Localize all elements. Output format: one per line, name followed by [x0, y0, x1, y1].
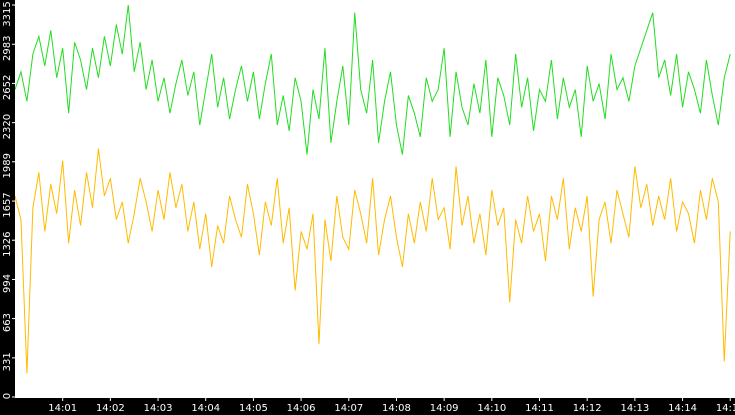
x-tick-label: 14:10 — [477, 403, 506, 414]
x-tick-label: 14:13 — [620, 403, 649, 414]
x-tick-label: 14:02 — [96, 403, 125, 414]
x-tick-label: 14:09 — [430, 403, 459, 414]
x-tick-label: 14:03 — [144, 403, 173, 414]
y-tick-label: 1326 — [2, 231, 13, 256]
x-tick-label: 14:04 — [191, 403, 220, 414]
x-tick-label: 14:15 — [716, 403, 735, 414]
x-tick-label: 14:07 — [334, 403, 363, 414]
x-tick-label: 14:14 — [668, 403, 697, 414]
y-tick-label: 2652 — [2, 75, 13, 100]
y-tick-label: 2320 — [2, 114, 13, 139]
y-tick-label: 0 — [2, 393, 13, 399]
y-axis-strip — [0, 0, 15, 415]
x-tick-label: 14:05 — [239, 403, 268, 414]
y-tick-label: 663 — [2, 313, 13, 332]
y-tick-label: 3315 — [2, 1, 13, 26]
x-axis-strip — [0, 398, 735, 415]
y-tick-label: 331 — [2, 352, 13, 371]
x-tick-label: 14:06 — [287, 403, 316, 414]
y-tick-label: 994 — [2, 274, 13, 293]
plot-area — [14, 4, 731, 374]
x-tick-label: 14:01 — [48, 403, 77, 414]
x-tick-label: 14:12 — [573, 403, 602, 414]
y-tick-label: 2983 — [2, 36, 13, 61]
y-tick-label: 1989 — [2, 153, 13, 178]
x-tick-label: 14:11 — [525, 403, 554, 414]
y-tick-label: 1657 — [2, 192, 13, 217]
series-line — [14, 148, 731, 374]
x-tick-label: 14:08 — [382, 403, 411, 414]
series-line — [14, 4, 731, 155]
